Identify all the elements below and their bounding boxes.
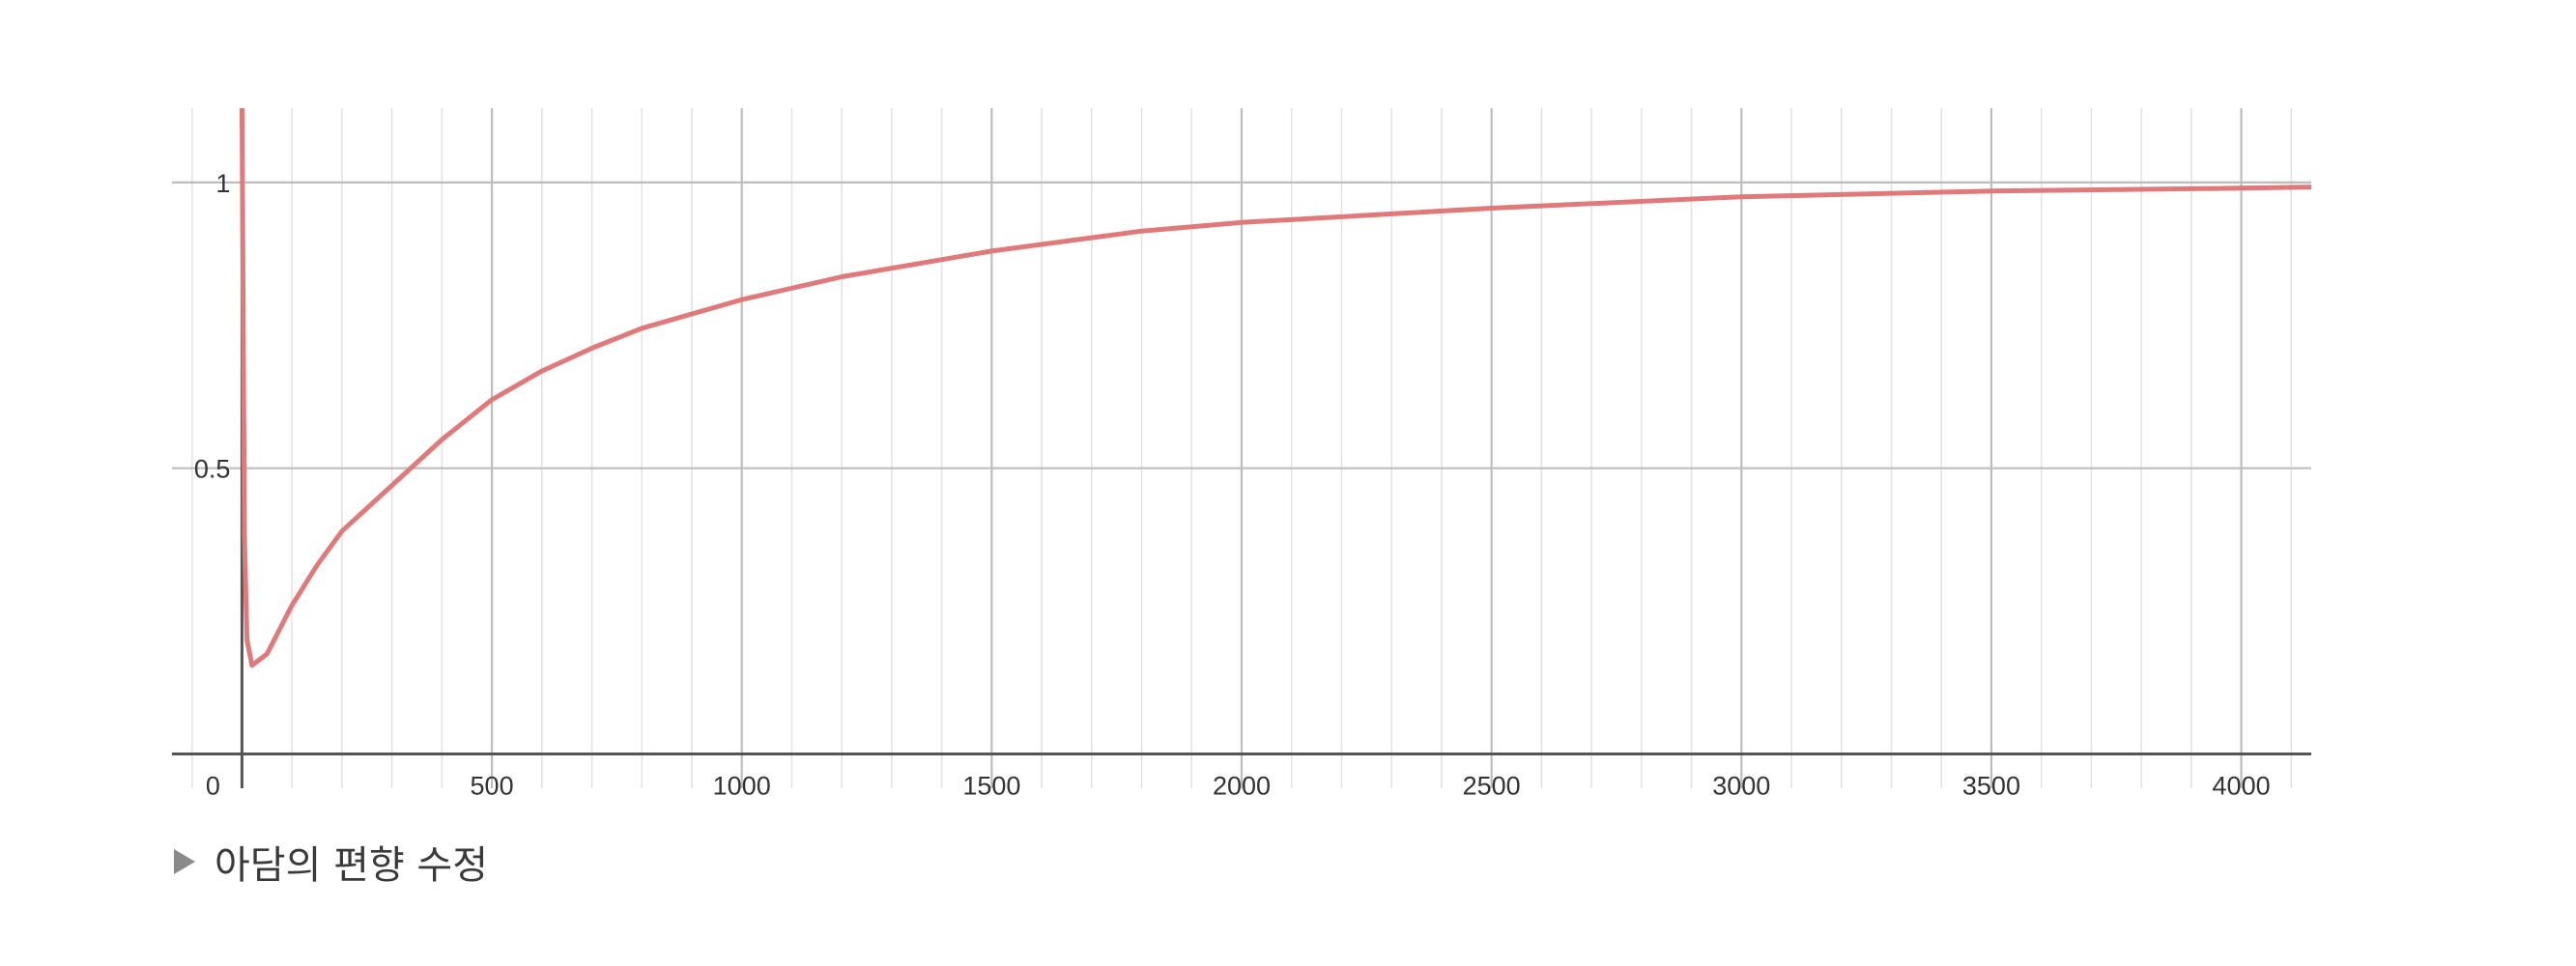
x-tick-label: 1500	[962, 772, 1020, 801]
x-tick-label: 2500	[1463, 772, 1521, 801]
x-tick-label: 4000	[2213, 772, 2271, 801]
series-layer	[239, 108, 2311, 668]
tick-labels: 0 500 1000 1500 2000 2500 3000 3500 4000 0.5 1	[194, 169, 2271, 801]
y-tick-label: 1	[215, 169, 230, 198]
figure-caption: 아담의 편향 수정	[174, 833, 488, 891]
y-tick-label: 0.5	[194, 455, 231, 484]
triangle-right-icon	[174, 849, 195, 874]
x-tick-label: 0	[206, 772, 220, 801]
x-tick-label: 1000	[713, 772, 771, 801]
major-gridlines	[172, 108, 2311, 788]
minor-gridlines	[172, 108, 2311, 788]
x-tick-label: 500	[471, 772, 514, 801]
x-tick-label: 3500	[1962, 772, 2020, 801]
x-tick-label: 3000	[1712, 772, 1770, 801]
series-line-0	[239, 108, 2311, 668]
x-tick-label: 2000	[1213, 772, 1271, 801]
caption-text: 아담의 편향 수정	[215, 843, 489, 888]
